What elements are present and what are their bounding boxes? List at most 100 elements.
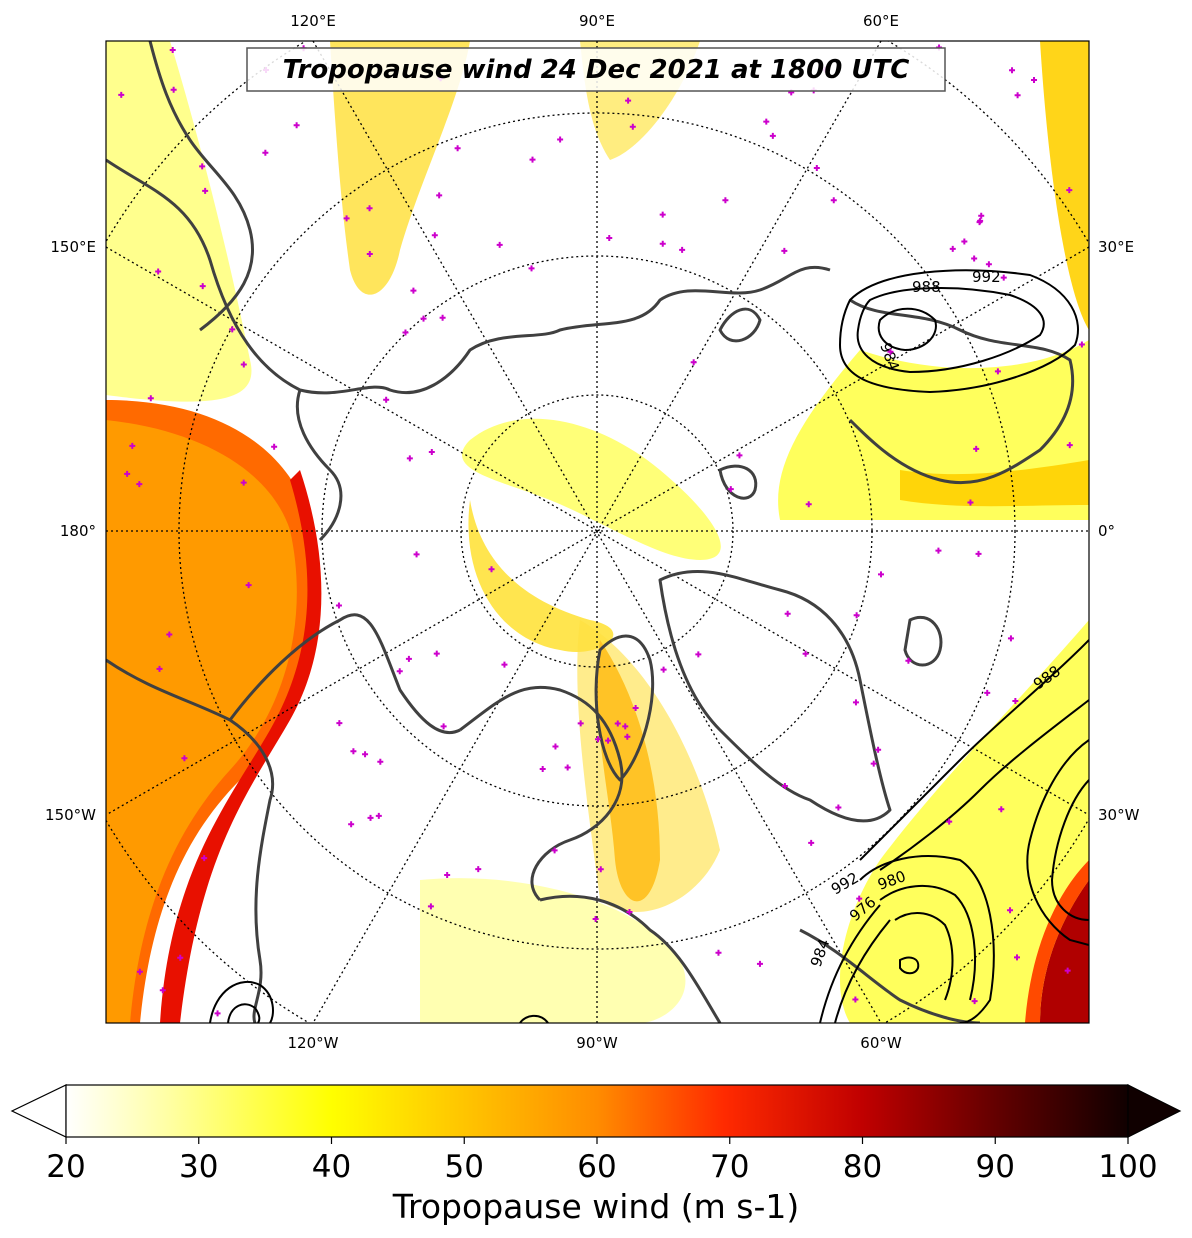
station-marker	[1014, 954, 1021, 961]
coast-alaska-north	[228, 613, 461, 735]
station-marker	[440, 723, 447, 730]
station-marker	[377, 758, 384, 765]
colorbar-ticks: 20 30 40 50 60 70 80 90 100	[46, 1137, 1158, 1185]
jet-baffin-halo	[577, 620, 720, 912]
station-marker	[878, 571, 885, 578]
station-marker	[756, 960, 763, 967]
station-marker	[350, 748, 357, 755]
station-marker	[181, 755, 188, 762]
station-marker	[624, 733, 631, 740]
coast-kamchatka	[148, 41, 255, 332]
station-marker	[177, 954, 184, 961]
station-marker	[632, 705, 639, 712]
station-marker	[975, 550, 982, 557]
station-marker	[1078, 341, 1085, 348]
station-marker	[856, 895, 863, 902]
station-marker	[715, 949, 722, 956]
station-marker	[1066, 442, 1073, 449]
title-frame	[246, 47, 946, 92]
station-marker	[695, 651, 702, 658]
station-marker	[129, 442, 136, 449]
coast-labrador	[799, 928, 981, 1023]
station-marker	[805, 501, 812, 508]
lon-label-bottom: 90°W	[576, 1034, 618, 1052]
jet-atlantic-core-halo	[1025, 860, 1089, 1023]
station-marker	[202, 187, 209, 194]
station-marker	[984, 689, 991, 696]
station-marker	[240, 361, 247, 368]
station-marker	[557, 136, 564, 143]
lon-label-right: 0°	[1098, 522, 1115, 540]
colorbar-extend-max	[1127, 1084, 1182, 1138]
station-marker	[240, 479, 247, 486]
station-marker	[136, 481, 143, 488]
station-marker	[1000, 274, 1007, 281]
station-marker	[367, 814, 374, 821]
colorbar-tick-label: 70	[710, 1149, 749, 1185]
contour-europe-988	[856, 287, 1045, 374]
station-marker	[971, 255, 978, 262]
station-marker	[577, 720, 584, 727]
meridian-120	[312, 41, 882, 1023]
station-marker	[539, 765, 546, 772]
station-marker	[626, 909, 633, 916]
contour-atlantic-low-inner	[894, 912, 954, 1001]
station-marker	[343, 215, 350, 222]
station-marker	[529, 156, 536, 163]
station-marker	[852, 996, 859, 1003]
contour-far-right-2	[1050, 779, 1089, 921]
station-marker	[366, 205, 373, 212]
colorbar-tick-label: 60	[577, 1149, 616, 1185]
contour-atlantic-low-core	[899, 956, 920, 975]
station-marker	[802, 650, 809, 657]
station-marker	[551, 847, 558, 854]
contour-atlantic-tail1	[819, 904, 881, 1023]
station-marker	[552, 743, 559, 750]
contour-alaska-low-inner	[227, 1003, 261, 1023]
station-marker	[594, 736, 601, 743]
station-marker	[1009, 67, 1016, 74]
station-marker	[433, 650, 440, 657]
station-marker	[592, 915, 599, 922]
colorbar-tick-label: 100	[1098, 1149, 1157, 1185]
station-marker	[622, 723, 629, 730]
station-marker	[488, 566, 495, 573]
station-marker	[348, 821, 355, 828]
station-marker	[214, 1010, 221, 1017]
station-marker	[781, 247, 788, 254]
colorbar-tick-label: 80	[843, 1149, 882, 1185]
station-marker	[605, 737, 612, 744]
jet-europe-core	[900, 460, 1089, 507]
contour-atlantic-low-outer	[859, 855, 995, 1023]
pressure-contours	[209, 269, 1089, 1023]
station-marker	[736, 452, 743, 459]
contour-atlantic-tail2	[834, 919, 891, 1023]
station-marker	[625, 97, 632, 104]
station-marker	[1014, 92, 1021, 99]
station-marker	[375, 812, 382, 819]
colorbar-label: Tropopause wind (m s-1)	[392, 1187, 800, 1226]
coast-hudson	[539, 894, 722, 1023]
station-marker	[722, 197, 729, 204]
station-marker	[169, 47, 176, 54]
station-marker	[606, 234, 613, 241]
station-marker	[166, 631, 173, 638]
station-marker	[853, 612, 860, 619]
lon-label-right: 30°E	[1098, 238, 1134, 256]
coast-siberia	[106, 158, 831, 395]
contour-far-right	[1026, 739, 1089, 946]
station-marker	[852, 699, 859, 706]
station-marker	[978, 212, 985, 219]
station-marker	[199, 283, 206, 290]
station-marker	[420, 315, 427, 322]
contour-europe-992	[838, 269, 1079, 394]
station-marker	[155, 268, 162, 275]
jet-pole-band	[461, 418, 721, 560]
station-marker	[808, 839, 815, 846]
colorbar-tick-label: 40	[312, 1149, 351, 1185]
station-marker	[813, 165, 820, 172]
station-marker	[961, 238, 968, 245]
station-marker	[967, 499, 974, 506]
station-marker	[1012, 697, 1019, 704]
station-marker	[887, 348, 894, 355]
